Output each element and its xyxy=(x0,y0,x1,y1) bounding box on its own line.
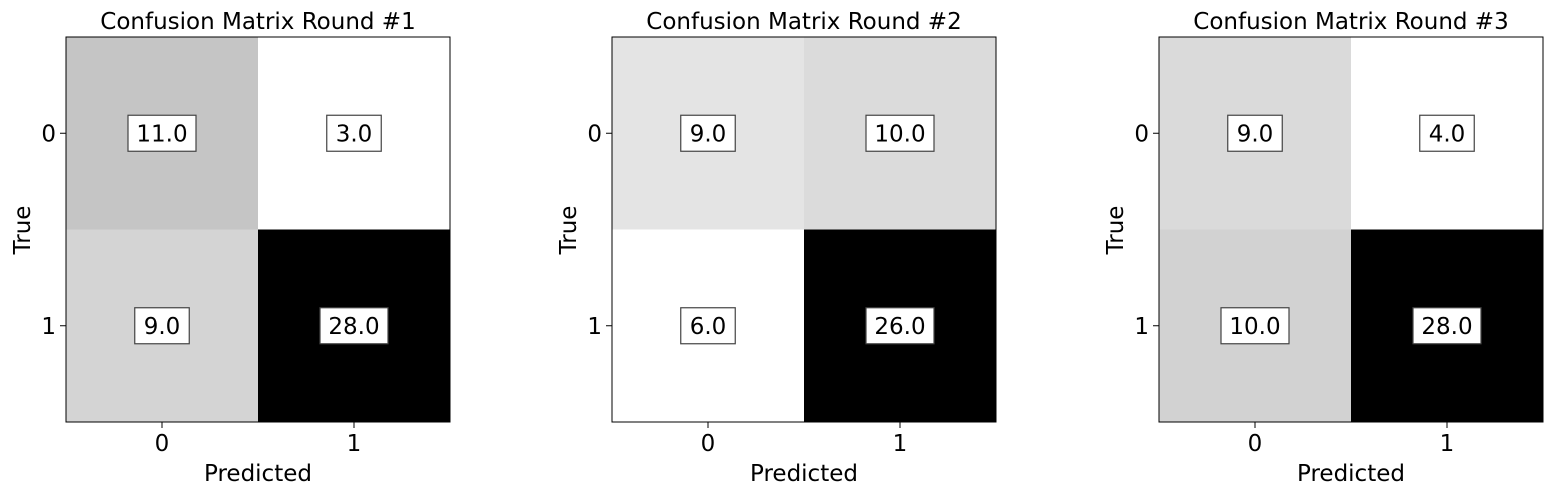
chart-panel-3: Confusion Matrix Round #3 9.0 4.0 10.0 28.0… xyxy=(1093,0,1553,495)
y-tick-label: 0 xyxy=(587,121,602,147)
data-label: 9.0 xyxy=(1237,121,1274,147)
x-tick-label: 0 xyxy=(701,431,716,457)
data-label: 9.0 xyxy=(144,314,181,340)
data-label: 9.0 xyxy=(690,121,727,147)
data-label: 6.0 xyxy=(690,314,727,340)
data-label-box xyxy=(1227,114,1283,152)
data-label-box xyxy=(127,114,197,152)
confusion-matrix-chart: Confusion Matrix Round #2 9.0 10.0 6.0 26.0… xyxy=(556,9,997,487)
y-ticks: 01 xyxy=(41,121,66,340)
chart-title: Confusion Matrix Round #1 xyxy=(100,9,415,35)
data-label-box xyxy=(680,114,736,152)
y-tick-label: 1 xyxy=(1134,314,1149,340)
x-axis-label: Predicted xyxy=(204,461,312,487)
y-axis-label: True xyxy=(1103,206,1129,256)
confusion-matrix-chart: Confusion Matrix Round #1 11.0 3.0 9.0 28.0… xyxy=(10,9,451,487)
data-label-box xyxy=(1220,307,1290,345)
data-label: 28.0 xyxy=(328,314,379,340)
data-label: 10.0 xyxy=(874,121,925,147)
confusion-matrix-chart: Confusion Matrix Round #3 9.0 4.0 10.0 28.0… xyxy=(1103,9,1544,487)
y-tick-label: 0 xyxy=(1134,121,1149,147)
data-label-box xyxy=(326,114,382,152)
data-label-box xyxy=(134,307,190,345)
data-label-box xyxy=(319,307,389,345)
data-label: 4.0 xyxy=(1429,121,1466,147)
data-label: 11.0 xyxy=(136,121,187,147)
heatmap-cells: 9.0 10.0 6.0 26.0 xyxy=(612,37,997,423)
x-axis-label: Predicted xyxy=(750,461,858,487)
heatmap-cells: 9.0 4.0 10.0 28.0 xyxy=(1159,37,1544,423)
x-axis-label: Predicted xyxy=(1297,461,1405,487)
plot-frame xyxy=(1158,36,1544,423)
y-axis-label: True xyxy=(556,206,582,256)
x-tick-label: 1 xyxy=(893,431,908,457)
x-tick-label: 1 xyxy=(347,431,362,457)
y-ticks: 01 xyxy=(587,121,612,340)
data-label: 26.0 xyxy=(874,314,925,340)
x-tick-label: 0 xyxy=(1248,431,1263,457)
data-label-box xyxy=(865,114,935,152)
x-tick-label: 0 xyxy=(155,431,170,457)
y-tick-label: 1 xyxy=(41,314,56,340)
chart-panel-1: Confusion Matrix Round #1 11.0 3.0 9.0 28.0… xyxy=(0,0,518,495)
chart-title: Confusion Matrix Round #3 xyxy=(1193,9,1508,35)
plot-frame xyxy=(65,36,451,423)
y-ticks: 01 xyxy=(1134,121,1159,340)
y-tick-label: 0 xyxy=(41,121,56,147)
y-axis-label: True xyxy=(10,206,36,256)
y-tick-label: 1 xyxy=(587,314,602,340)
data-label: 10.0 xyxy=(1229,314,1280,340)
data-label-box xyxy=(1419,114,1475,152)
data-label: 28.0 xyxy=(1421,314,1472,340)
data-label-box xyxy=(1412,307,1482,345)
data-label-box xyxy=(865,307,935,345)
data-label-box xyxy=(680,307,736,345)
x-tick-label: 1 xyxy=(1440,431,1455,457)
heatmap-cells: 11.0 3.0 9.0 28.0 xyxy=(66,37,451,423)
chart-panel-2: Confusion Matrix Round #2 9.0 10.0 6.0 26.0… xyxy=(546,0,1064,495)
plot-frame xyxy=(611,36,997,423)
chart-title: Confusion Matrix Round #2 xyxy=(646,9,961,35)
data-label: 3.0 xyxy=(336,121,373,147)
